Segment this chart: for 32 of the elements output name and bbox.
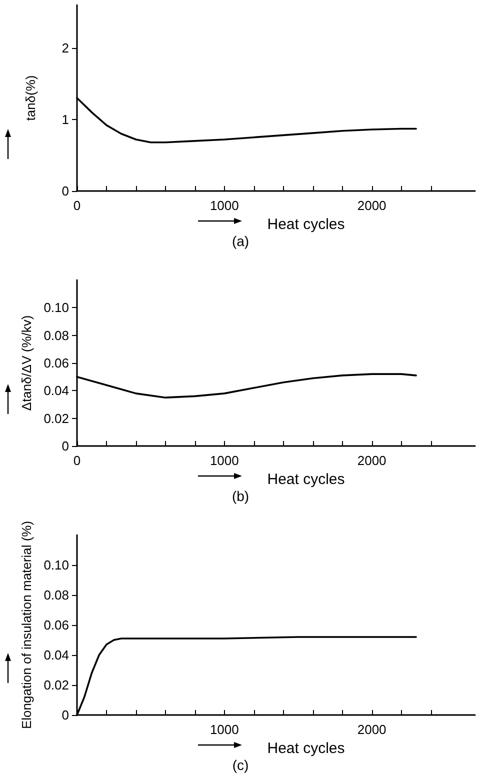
x-tick-label: 2000 — [357, 198, 386, 213]
y-tick-label: 0.08 — [44, 328, 69, 343]
text: (a) — [232, 233, 250, 249]
x-axis-title: Heat cycles — [267, 216, 345, 233]
y-axis-title: Elongation of insulation material (%) — [18, 520, 34, 730]
x-axis-title: Heat cycles — [267, 740, 345, 757]
y-tick-label: 0.02 — [44, 410, 69, 426]
y-tick-label: 0.04 — [44, 648, 69, 662]
x-axis-title: Heat cycles — [267, 470, 345, 488]
y-tick-label: 0.06 — [44, 356, 69, 370]
x-tick-label: 1000 — [210, 722, 239, 737]
y-tick-label: 0.02 — [44, 678, 69, 692]
y-tick-label: 1 — [62, 112, 69, 127]
y-tick-label: 0 — [62, 438, 69, 454]
y-tick-label: 0.08 — [44, 588, 69, 602]
x-tick-label: 2000 — [357, 453, 386, 468]
y-tick-label: 0 — [62, 184, 69, 198]
x-tick-label: 2000 — [357, 722, 386, 737]
y-tick-label: 0 — [62, 708, 69, 722]
x-tick-label: 1000 — [210, 453, 239, 468]
y-tick-label: 2 — [62, 40, 69, 56]
y-tick-label: 0.10 — [44, 300, 69, 316]
y-tick-label: 0.10 — [44, 558, 69, 572]
y-tick-label: 0.04 — [44, 383, 69, 398]
x-tick-label: 0 — [73, 453, 81, 468]
text: (b) — [232, 488, 250, 504]
y-tick-label: 0.06 — [44, 618, 69, 632]
x-tick-label: 1000 — [210, 198, 239, 213]
y-axis-title: tanδ(%) — [23, 75, 38, 121]
x-tick-label: 0 — [73, 198, 81, 213]
text: (c) — [232, 757, 249, 773]
y-axis-title: Δtanδ/ΔV (%/kv) — [18, 315, 34, 411]
